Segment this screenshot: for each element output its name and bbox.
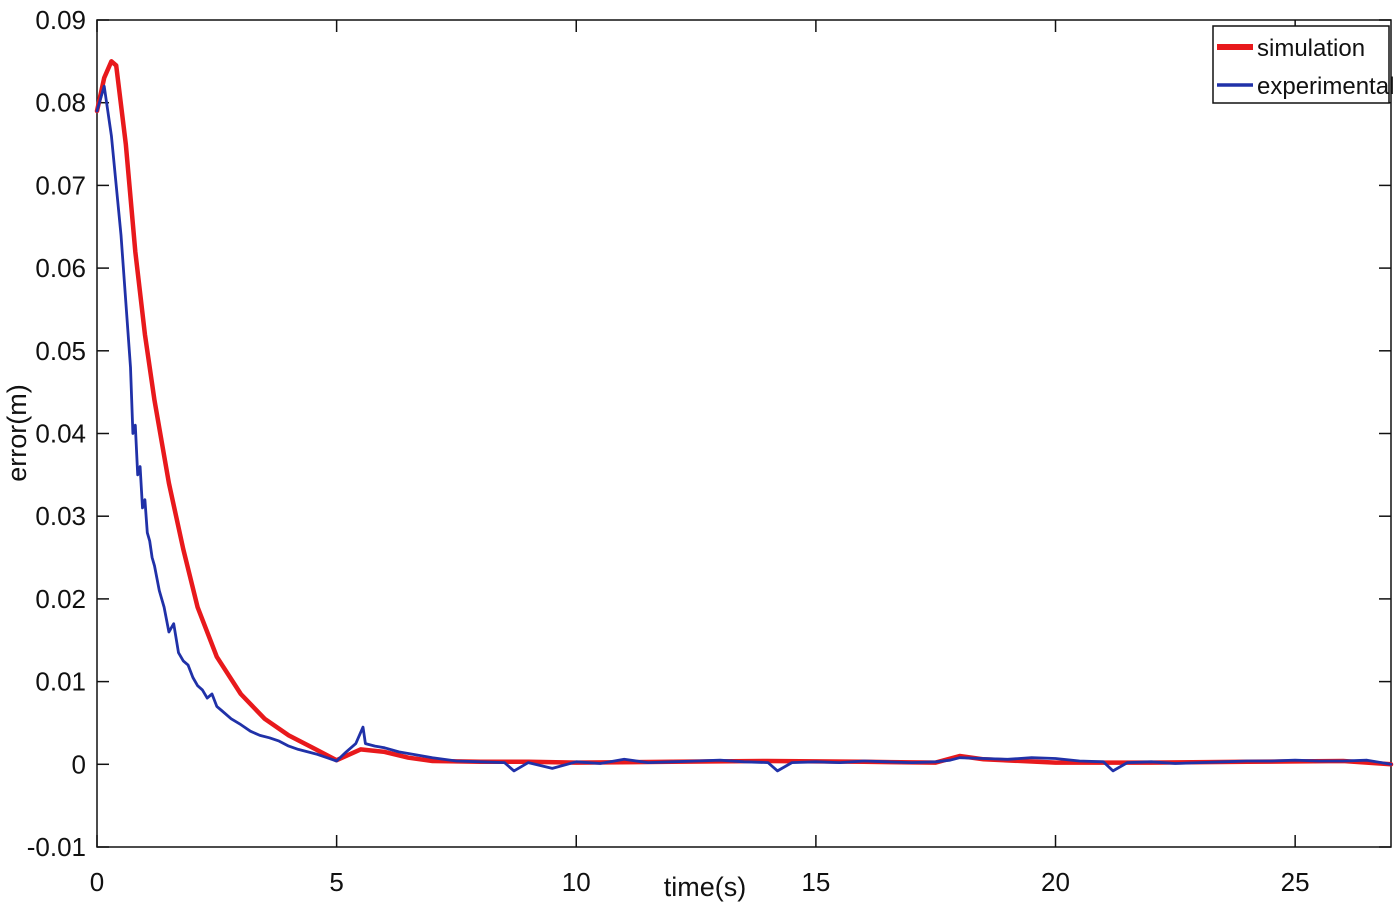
legend-label-experimental: experimental [1257,73,1394,100]
x-tick-label: 10 [562,867,591,897]
series-lines [94,59,1394,773]
y-tick-label: 0.05 [35,336,86,366]
series-line-experimental [95,84,1393,773]
x-tick-label: 25 [1281,867,1310,897]
y-tick-label: 0.03 [35,501,86,531]
y-tick-label: 0.02 [35,584,86,614]
y-tick-label: -0.01 [27,832,86,862]
x-tick-label: 15 [801,867,830,897]
legend: simulation experimental [1212,25,1394,104]
y-tick-label: 0.04 [35,419,86,449]
x-tick-label: 5 [329,867,343,897]
y-tick-label: 0.08 [35,88,86,118]
y-tick-label: 0.07 [35,170,86,200]
y-axis-label: error(m) [2,384,32,481]
plot-box [96,19,1392,848]
series-line-simulation [94,59,1394,767]
legend-box [1212,25,1390,104]
y-tick-label: 0.01 [35,667,86,697]
y-tick-label: 0 [72,749,86,779]
y-tick-label: 0.09 [35,5,86,35]
y-tick-label: 0.06 [35,253,86,283]
axis-ticks [96,19,1391,848]
legend-label-simulation: simulation [1257,35,1365,62]
x-tick-label: 20 [1041,867,1070,897]
x-axis-label: time(s) [664,872,747,902]
axis-tick-labels: 0 5 10 15 20 25-0.0100.010.020.030.040.050.06… [27,5,1310,897]
plot-frame [96,19,1392,848]
x-tick-label: 0 [90,867,104,897]
